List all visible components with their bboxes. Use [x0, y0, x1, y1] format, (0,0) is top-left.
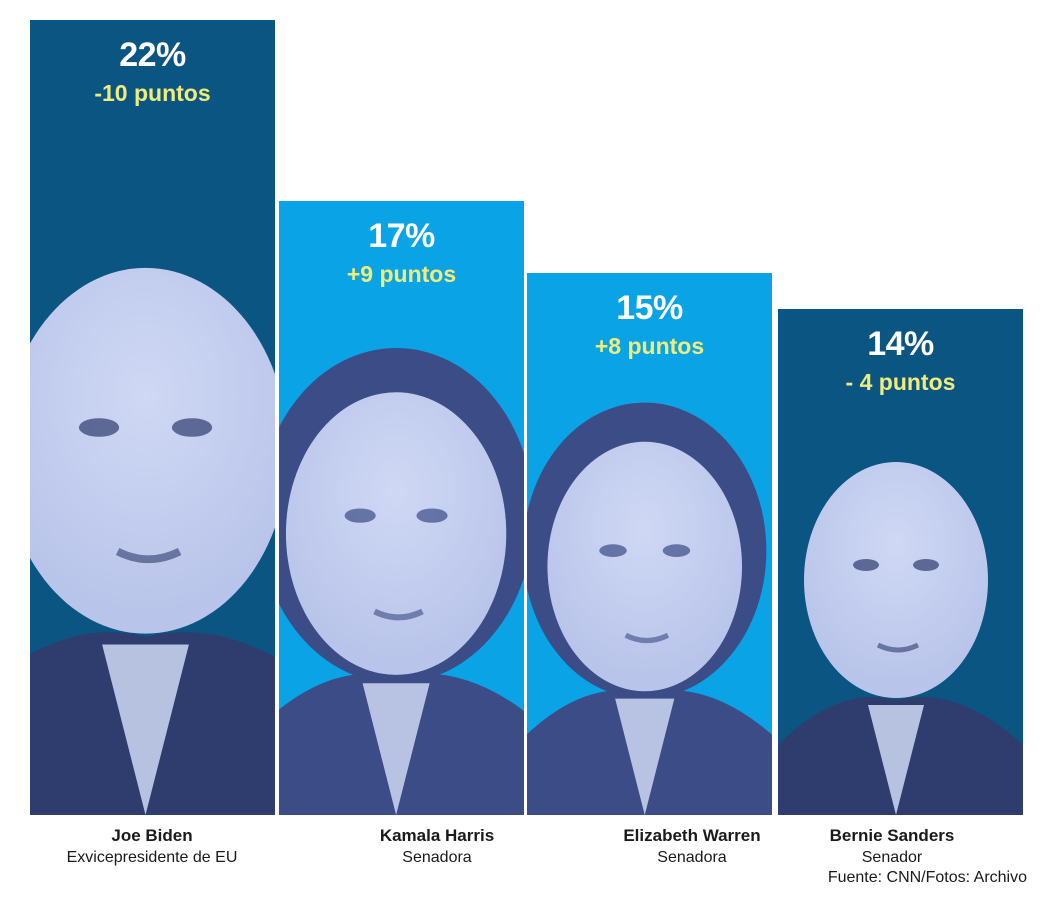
portrait-icon: [778, 420, 1023, 815]
category-name: Bernie Sanders: [829, 826, 955, 845]
change-label: - 4 puntos: [845, 369, 956, 395]
value-label: 17%: [368, 217, 435, 255]
change-label: +9 puntos: [346, 261, 457, 287]
category-caption: Elizabeth Warren Senadora: [572, 825, 812, 869]
portrait-icon: [279, 336, 524, 815]
category-role: Senador: [861, 849, 923, 866]
category-caption: Bernie Sanders Senador: [772, 825, 1012, 869]
portrait-icon: [30, 195, 275, 815]
change-label: +8 puntos: [594, 333, 705, 359]
value-label: 14%: [867, 325, 934, 363]
bar-kamala-harris: 17% +9 puntos: [279, 201, 524, 815]
bar-bernie-sanders: 14% - 4 puntos: [778, 309, 1023, 815]
category-role: Exvicepresidente de EU: [66, 849, 238, 866]
change-label: -10 puntos: [94, 80, 211, 106]
category-role: Senadora: [657, 849, 727, 866]
category-name: Joe Biden: [111, 826, 193, 845]
bar-elizabeth-warren: 15% +8 puntos: [527, 273, 772, 815]
category-name: Kamala Harris: [379, 826, 495, 845]
category-caption: Kamala Harris Senadora: [317, 825, 557, 869]
category-role: Senadora: [402, 849, 472, 866]
value-label: 22%: [119, 36, 186, 74]
category-name: Elizabeth Warren: [623, 826, 761, 845]
value-label: 15%: [616, 289, 683, 327]
source-note: Fuente: CNN/Fotos: Archivo: [827, 869, 1027, 886]
bar-joe-biden: 22% -10 puntos: [30, 20, 275, 815]
category-caption: Joe Biden Exvicepresidente de EU: [32, 825, 272, 869]
portrait-icon: [527, 392, 772, 815]
